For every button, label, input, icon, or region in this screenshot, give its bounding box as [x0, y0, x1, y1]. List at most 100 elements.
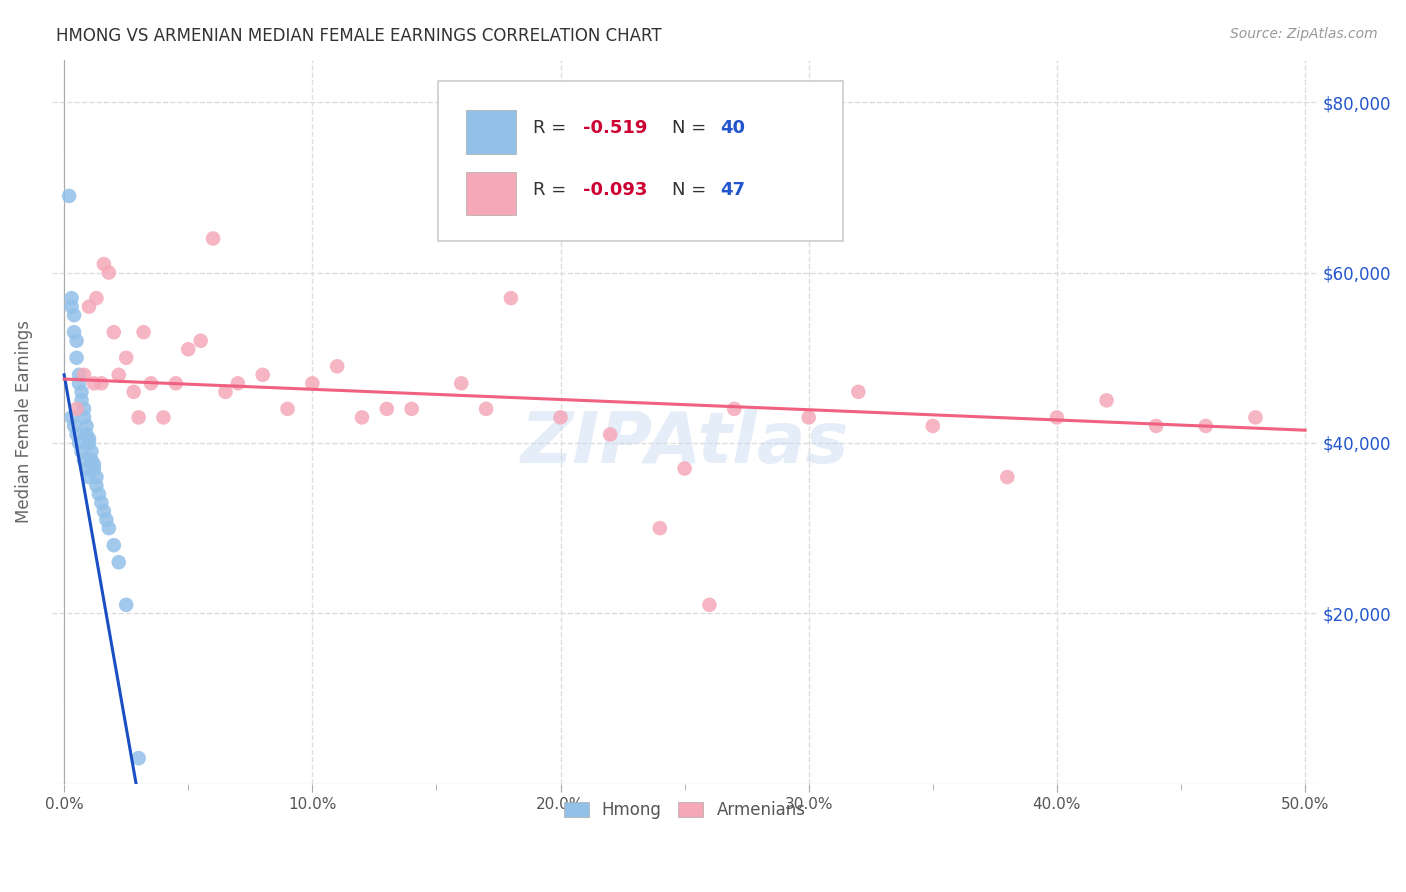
FancyBboxPatch shape [465, 111, 516, 153]
Point [723, 401, 745, 416]
Point [63, 418, 86, 433]
Point [70, 384, 93, 399]
Point [115, 598, 138, 612]
Point [107, 368, 129, 382]
Point [80, 444, 103, 458]
Point [67, 368, 90, 382]
Point [848, 384, 870, 399]
Point [60, 410, 83, 425]
Point [67, 376, 90, 391]
Point [475, 401, 498, 416]
Point [132, 325, 155, 339]
Point [76, 427, 98, 442]
Point [139, 376, 162, 391]
Point [128, 751, 150, 765]
Point [165, 376, 187, 391]
Legend: Hmong, Armenians: Hmong, Armenians [557, 795, 813, 826]
Text: N =: N = [672, 181, 711, 199]
Point [1144, 418, 1167, 433]
Point [83, 457, 105, 471]
Point [77, 470, 100, 484]
Point [599, 427, 621, 442]
Point [70, 393, 93, 408]
Point [122, 384, 145, 399]
Point [252, 368, 274, 382]
Point [73, 410, 96, 425]
Point [65, 427, 87, 442]
Point [1046, 410, 1069, 425]
Point [648, 521, 671, 535]
Point [93, 257, 115, 271]
Point [97, 266, 120, 280]
Point [115, 351, 138, 365]
Point [277, 401, 299, 416]
Point [128, 410, 150, 425]
Point [86, 470, 108, 484]
Text: HMONG VS ARMENIAN MEDIAN FEMALE EARNINGS CORRELATION CHART: HMONG VS ARMENIAN MEDIAN FEMALE EARNINGS… [56, 27, 662, 45]
Point [301, 376, 323, 391]
Point [86, 478, 108, 492]
Point [83, 461, 105, 475]
Point [87, 487, 110, 501]
Text: ZIPAtlas: ZIPAtlas [520, 409, 849, 478]
Point [1195, 418, 1218, 433]
Point [375, 401, 398, 416]
Point [450, 376, 472, 391]
FancyBboxPatch shape [465, 172, 516, 215]
Y-axis label: Median Female Earnings: Median Female Earnings [15, 320, 32, 524]
Point [103, 538, 125, 552]
Point [699, 598, 721, 612]
Point [77, 432, 100, 446]
Point [177, 343, 200, 357]
Point [97, 521, 120, 535]
Point [326, 359, 349, 374]
Point [90, 376, 112, 391]
Point [152, 410, 174, 425]
Point [65, 351, 87, 365]
Point [83, 376, 105, 391]
Point [60, 291, 83, 305]
Text: -0.519: -0.519 [583, 120, 648, 137]
Text: 40: 40 [720, 120, 745, 137]
Point [58, 189, 80, 203]
Point [60, 300, 83, 314]
Point [93, 504, 115, 518]
Text: R =: R = [533, 181, 572, 199]
Point [76, 461, 98, 475]
Point [499, 291, 522, 305]
Point [86, 291, 108, 305]
Point [65, 334, 87, 348]
Point [673, 461, 696, 475]
Point [73, 368, 96, 382]
Point [190, 334, 212, 348]
Point [96, 513, 118, 527]
FancyBboxPatch shape [437, 81, 842, 241]
Point [797, 410, 820, 425]
Text: N =: N = [672, 120, 711, 137]
Point [80, 453, 103, 467]
Point [70, 444, 93, 458]
Text: Source: ZipAtlas.com: Source: ZipAtlas.com [1230, 27, 1378, 41]
Point [1244, 410, 1267, 425]
Point [73, 401, 96, 416]
Point [550, 410, 572, 425]
Point [202, 231, 225, 245]
Point [77, 300, 100, 314]
Point [90, 495, 112, 509]
Point [103, 325, 125, 339]
Point [921, 418, 943, 433]
Text: -0.093: -0.093 [583, 181, 648, 199]
Point [995, 470, 1018, 484]
Point [214, 384, 236, 399]
Text: R =: R = [533, 120, 572, 137]
Point [67, 436, 90, 450]
Point [76, 418, 98, 433]
Point [63, 325, 86, 339]
Point [1095, 393, 1118, 408]
Point [226, 376, 249, 391]
Text: 47: 47 [720, 181, 745, 199]
Point [350, 410, 373, 425]
Point [65, 401, 87, 416]
Point [107, 555, 129, 569]
Point [401, 401, 423, 416]
